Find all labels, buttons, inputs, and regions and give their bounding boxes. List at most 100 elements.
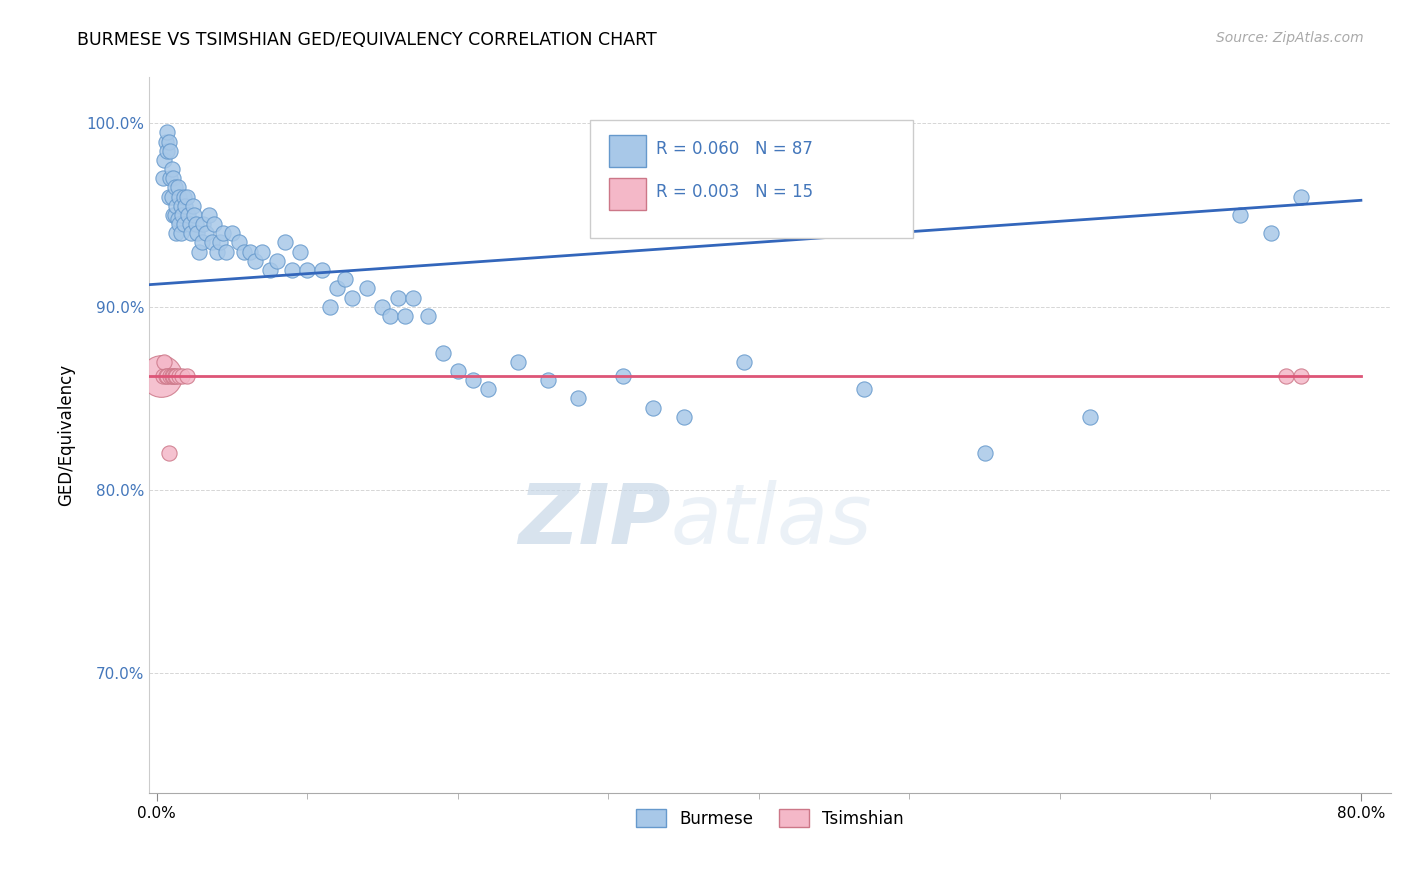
FancyBboxPatch shape [609,178,645,210]
Point [150,369,173,384]
Point [205,244,228,259]
Point [432,345,454,359]
Point [159,369,181,384]
Point [733,354,755,368]
Point [356,281,378,295]
Point [853,382,876,396]
Point [152,369,174,384]
Point [973,446,995,460]
Point [157,189,180,203]
Text: atlas: atlas [671,481,872,561]
Point [311,263,333,277]
Point [160,162,183,177]
Point [162,208,184,222]
FancyBboxPatch shape [609,135,645,167]
Point [221,227,243,241]
Point [184,217,207,231]
Text: ZIP: ZIP [517,481,671,561]
Point [179,217,201,231]
Point [416,309,439,323]
Point [288,244,311,259]
Point [159,171,181,186]
Point [266,253,288,268]
Point [163,180,186,194]
Point [387,291,409,305]
Point [159,144,181,158]
Point [208,235,231,250]
Point [215,244,238,259]
Point [1289,189,1312,203]
Point [537,373,560,387]
Point [186,227,208,241]
Point [155,369,177,384]
Point [187,244,209,259]
Point [319,300,342,314]
Point [1260,227,1282,241]
Point [281,263,304,277]
Point [170,227,193,241]
Point [212,227,235,241]
Point [162,171,184,186]
Point [326,281,349,295]
Point [202,217,225,231]
Point [447,364,470,378]
Point [155,135,177,149]
Point [567,392,589,406]
Point [401,291,423,305]
Point [173,189,195,203]
Point [176,189,198,203]
Point [152,171,174,186]
Point [506,354,529,368]
Point [157,446,180,460]
Point [672,409,695,424]
Point [643,401,665,415]
Y-axis label: GED/Equivalency: GED/Equivalency [58,364,75,506]
Point [167,369,190,384]
Point [181,199,204,213]
Point [295,263,318,277]
Point [165,199,187,213]
Point [1289,369,1312,384]
Legend: Burmese, Tsimshian: Burmese, Tsimshian [630,803,911,834]
Text: Source: ZipAtlas.com: Source: ZipAtlas.com [1216,31,1364,45]
Point [371,300,394,314]
Point [174,199,197,213]
Point [477,382,499,396]
Point [163,369,186,384]
Point [180,227,202,241]
Point [153,153,176,167]
Text: R = 0.060   N = 87: R = 0.060 N = 87 [655,140,813,158]
Point [1229,208,1251,222]
Text: R = 0.003   N = 15: R = 0.003 N = 15 [655,183,813,201]
Text: BURMESE VS TSIMSHIAN GED/EQUIVALENCY CORRELATION CHART: BURMESE VS TSIMSHIAN GED/EQUIVALENCY COR… [77,31,657,49]
Point [156,125,179,139]
Point [167,189,190,203]
Point [394,309,416,323]
Point [228,235,250,250]
Point [193,217,215,231]
Point [461,373,484,387]
Point [239,244,262,259]
Point [191,235,214,250]
Point [172,369,194,384]
Point [163,208,186,222]
Point [156,144,179,158]
Point [162,369,184,384]
Point [1078,409,1101,424]
Point [342,291,364,305]
Point [378,309,401,323]
Point [243,253,266,268]
Point [273,235,295,250]
Point [166,180,188,194]
Point [201,235,224,250]
Point [170,199,193,213]
Point [1274,369,1296,384]
Point [233,244,256,259]
Point [160,369,183,384]
Point [176,369,198,384]
Point [156,369,179,384]
Point [333,272,356,286]
Point [165,369,187,384]
FancyBboxPatch shape [591,120,912,238]
Point [612,369,634,384]
